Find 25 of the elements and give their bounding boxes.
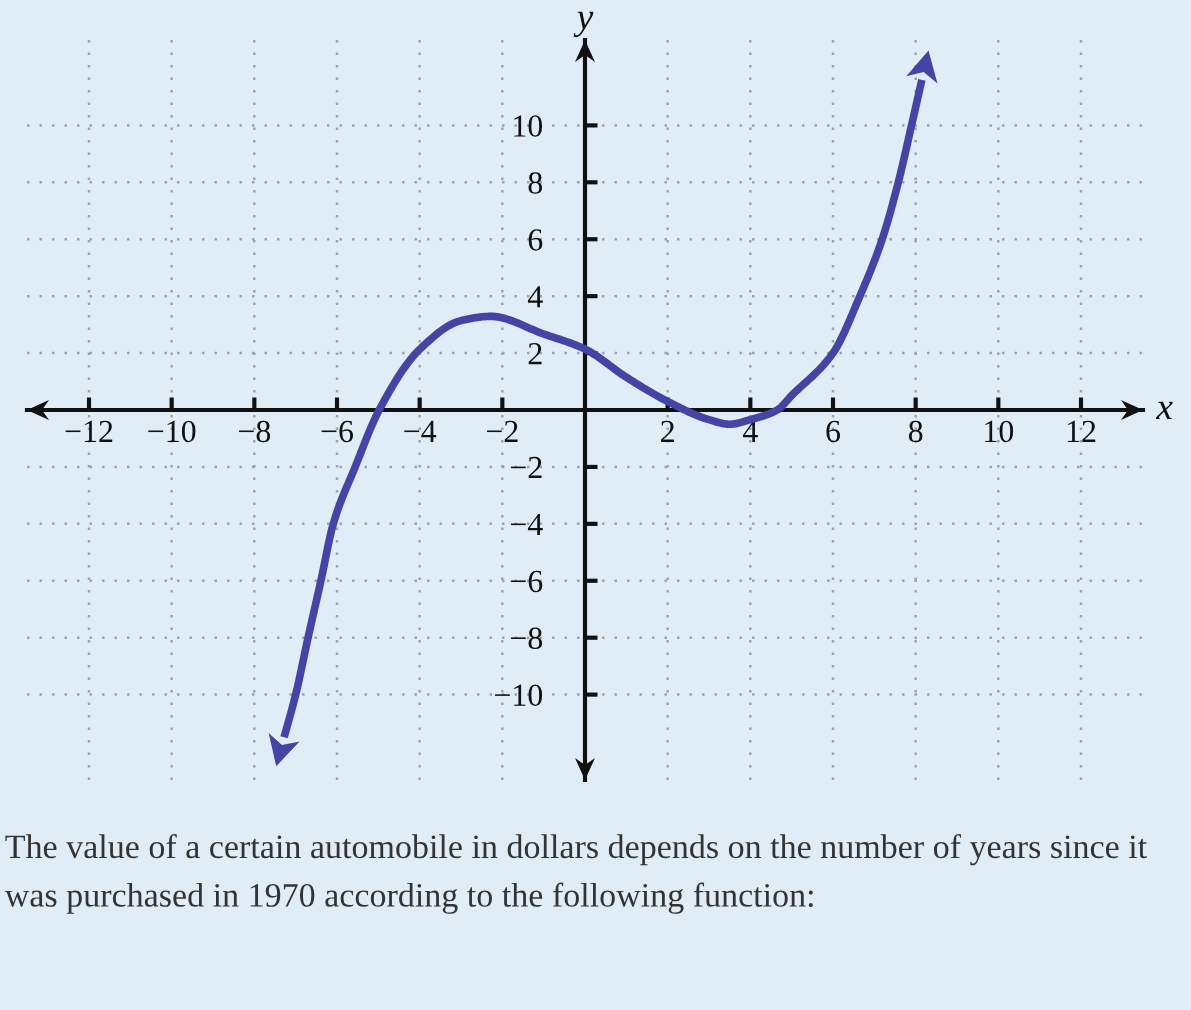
x-tick-label: −10 [148, 420, 196, 443]
y-tick-label: 8 [528, 172, 543, 194]
x-tick-label: −2 [486, 420, 518, 442]
x-tick-label: −8 [238, 420, 271, 443]
x-tick-label: 8 [908, 420, 923, 443]
x-axis-title: x [1155, 401, 1173, 420]
x-tick-label: −6 [321, 420, 354, 443]
x-tick-label: 2 [661, 420, 674, 442]
y-tick-label: 2 [528, 343, 542, 365]
y-tick-label: −8 [510, 627, 543, 650]
y-tick-label: 6 [528, 229, 543, 251]
x-tick-label: 12 [1067, 420, 1096, 442]
x-tick-label: −12 [65, 420, 113, 442]
y-tick-label: −2 [510, 456, 542, 479]
y-tick-label: −6 [510, 570, 543, 593]
x-tick-label: 4 [742, 420, 758, 442]
y-tick-label: −10 [494, 684, 543, 707]
x-tick-label: 6 [826, 420, 841, 443]
x-tick-label: −4 [404, 420, 437, 442]
y-tick-label: 10 [514, 115, 543, 137]
y-tick-label: −4 [510, 513, 543, 535]
text: The value of a certain automobile in dollars depends on the number of years since it was purchased in 1970 according to the following function: [4, 834, 1147, 914]
y-tick-label: 4 [527, 286, 543, 308]
x-tick-label: 10 [985, 420, 1014, 443]
y-axis-title: y [573, 11, 594, 38]
